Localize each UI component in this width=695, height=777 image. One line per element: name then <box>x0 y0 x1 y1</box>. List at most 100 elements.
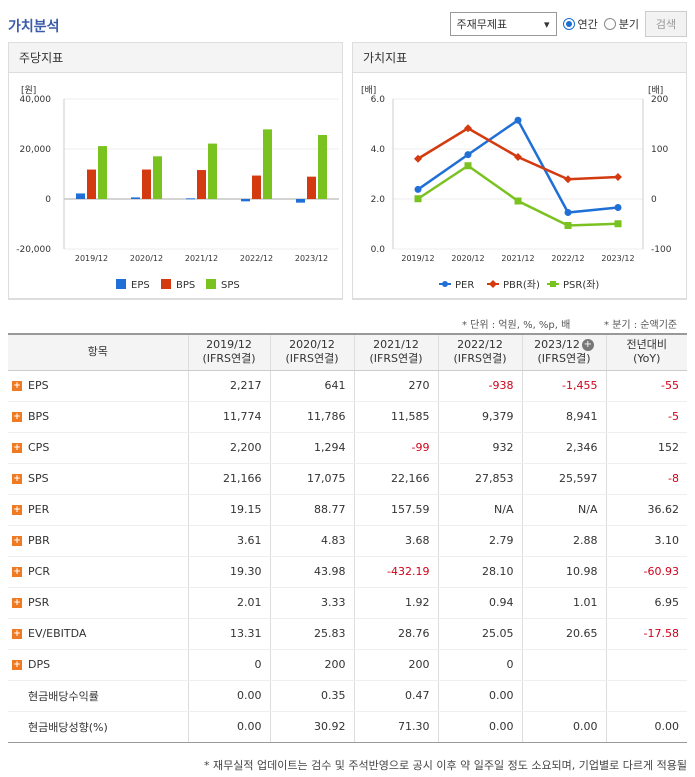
row-label-cell[interactable]: + PSR <box>8 587 188 619</box>
table-row: + PCR 19.30 43.98 -432.19 28.10 10.98 -60.93 <box>8 556 687 588</box>
bar-chart-x-tick: 2021/12 <box>185 254 218 263</box>
row-label-cell[interactable]: + PCR <box>8 556 188 588</box>
add-circle-icon[interactable]: + <box>581 339 594 352</box>
row-label-cell[interactable]: + EPS <box>8 370 188 402</box>
line-chart-x-tick: 2020/12 <box>451 254 484 263</box>
table-cell: 25.05 <box>437 618 522 650</box>
radio-quarter-label: 분기 <box>618 18 639 31</box>
chevron-down-icon: ▾ <box>543 17 550 31</box>
expand-plus-icon[interactable]: + <box>12 443 22 453</box>
table-cell: -5 <box>605 401 687 433</box>
table-cell <box>605 649 687 681</box>
table-cell: 200 <box>353 649 438 681</box>
row-label: CPS <box>28 441 50 454</box>
legend-marker-per <box>442 281 448 287</box>
expand-plus-icon[interactable]: + <box>12 381 22 391</box>
column-header: 항목 <box>8 333 188 371</box>
table-cell: 0 <box>187 649 270 681</box>
bar-chart-x-tick: 2022/12 <box>240 254 273 263</box>
table-cell: 11,774 <box>187 401 270 433</box>
legend-swatch-eps <box>116 279 126 289</box>
line-chart-y-tick-left: 4.0 <box>371 145 386 155</box>
radio-quarter[interactable]: 분기 <box>603 16 639 32</box>
row-label: EPS <box>28 379 49 392</box>
row-label: SPS <box>28 472 49 485</box>
row-label-cell[interactable]: + PBR <box>8 525 188 557</box>
row-label-cell[interactable]: + DPS <box>8 649 188 681</box>
radio-selected-icon <box>562 18 575 30</box>
table-header-row: 항목 2019/12 (IFRS연결) 2020/12 (IFRS연결) 2021/12(… <box>8 333 687 371</box>
table-cell: 2.88 <box>521 525 606 557</box>
expand-plus-icon[interactable]: + <box>12 660 22 670</box>
row-label-cell[interactable]: + SPS <box>8 463 188 495</box>
bar-sps <box>263 129 272 199</box>
table-cell: -8 <box>605 463 687 495</box>
table-cell: 25,597 <box>521 463 606 495</box>
column-header-label: 2020/12 <box>289 338 335 352</box>
table-cell: 2.79 <box>437 525 522 557</box>
row-label-cell[interactable]: + PER <box>8 494 188 526</box>
row-label: BPS <box>28 410 50 423</box>
radio-annual[interactable]: 연간 <box>562 16 598 32</box>
point-pbr <box>564 175 572 184</box>
table-cell: 200 <box>269 649 354 681</box>
bar-bps <box>87 169 96 199</box>
expand-plus-icon[interactable]: + <box>12 629 22 639</box>
row-label: PER <box>28 503 50 516</box>
table-cell: 2,200 <box>187 432 270 464</box>
column-header-sublabel: (IFRS연결) <box>369 352 423 366</box>
table-cell: 1.92 <box>353 587 438 619</box>
statement-select-value: 주재무제표 <box>456 18 508 31</box>
legend-marker-psr <box>550 281 556 287</box>
expand-plus-icon[interactable]: + <box>12 536 22 546</box>
table-cell: -17.58 <box>605 618 687 650</box>
row-label-cell[interactable]: + EV/EBITDA <box>8 618 188 650</box>
point-pbr <box>514 153 522 161</box>
value-table: 항목 2019/12 (IFRS연결) 2020/12 (IFRS연결) 2021/12(… <box>8 333 687 743</box>
column-header: 2019/12 (IFRS연결) <box>187 333 270 371</box>
legend-label-sps: SPS <box>221 280 240 291</box>
point-pbr <box>464 124 472 133</box>
table-cell: 28.10 <box>437 556 522 588</box>
table-cell <box>605 680 687 712</box>
point-per <box>514 116 522 124</box>
point-per <box>464 151 472 159</box>
controls-bar: 주재무제표 ▾ 연간 분기 검색 <box>449 11 687 37</box>
bar-chart-unit: [원] <box>21 85 36 96</box>
search-button[interactable]: 검색 <box>645 11 687 37</box>
line-chart-unit-right: [배] <box>648 85 663 96</box>
legend-label-pbr: PBR(좌) <box>503 279 540 291</box>
expand-plus-icon[interactable]: + <box>12 474 22 484</box>
table-cell: 20.65 <box>521 618 606 650</box>
table-cell: 1,294 <box>269 432 354 464</box>
column-header: 2022/12 (IFRS연결) <box>437 333 522 371</box>
expand-plus-icon[interactable]: + <box>12 412 22 422</box>
legend-swatch-bps <box>161 279 171 289</box>
table-cell: N/A <box>437 494 522 526</box>
table-cell: -60.93 <box>605 556 687 588</box>
row-label: PCR <box>28 565 50 578</box>
per-share-panel: 주당지표 [원] 40,000 20,000 0 -20,000 2019/12 2020/… <box>8 42 343 300</box>
bar-sps <box>153 156 162 199</box>
table-row: 현금배당수익률 0.00 0.35 0.47 0.00 <box>8 680 687 712</box>
bar-eps <box>76 193 85 199</box>
expand-plus-icon[interactable]: + <box>12 567 22 577</box>
expand-plus-icon[interactable]: + <box>12 505 22 515</box>
row-label: 현금배당수익률 <box>28 689 99 703</box>
radio-annual-label: 연간 <box>577 18 598 31</box>
table-cell: 0.00 <box>437 711 522 743</box>
table-row: + EV/EBITDA 13.31 25.83 28.76 25.05 20.65 -17.5… <box>8 618 687 650</box>
row-label: EV/EBITDA <box>28 627 87 640</box>
statement-select[interactable]: 주재무제표 ▾ <box>449 12 557 36</box>
column-header-sublabel: (YoY) <box>633 352 661 366</box>
table-cell: 17,075 <box>269 463 354 495</box>
table-cell: 3.33 <box>269 587 354 619</box>
point-psr <box>514 197 522 205</box>
row-label-cell[interactable]: + BPS <box>8 401 188 433</box>
table-cell: -55 <box>605 370 687 402</box>
column-header-sublabel: (IFRS연결) <box>285 352 339 366</box>
bar-bps <box>197 170 206 199</box>
row-label-cell[interactable]: + CPS <box>8 432 188 464</box>
expand-plus-icon[interactable]: + <box>12 598 22 608</box>
value-panel: 가치지표 [배] [배] 6.0 4.0 2.0 0.0 200 100 0 -100 2019/1… <box>352 42 687 300</box>
